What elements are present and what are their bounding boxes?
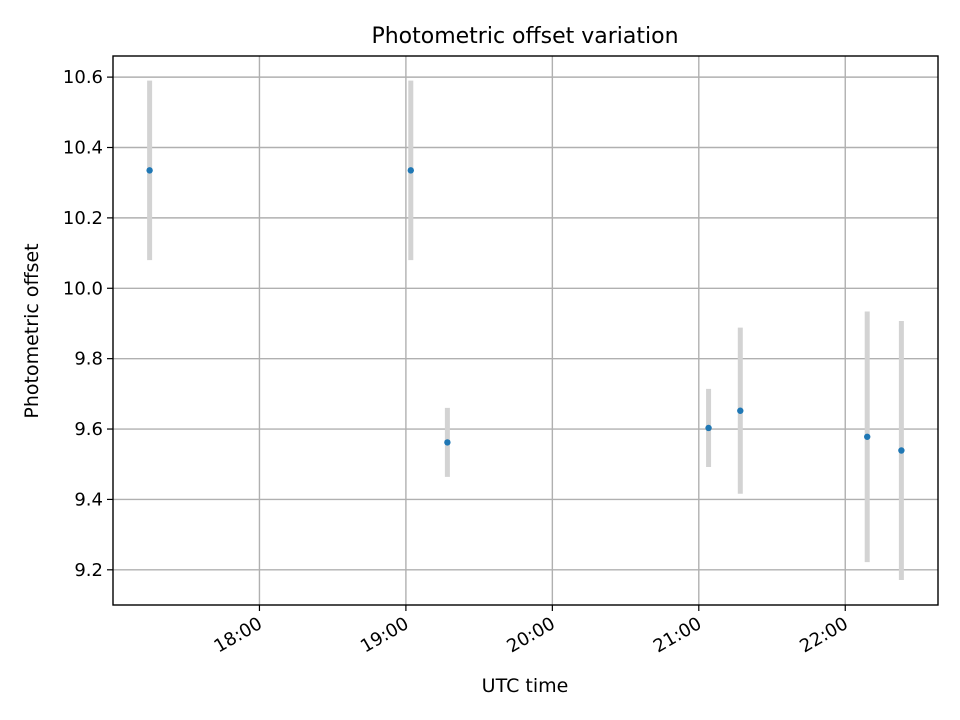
data-point xyxy=(705,424,712,432)
y-tick-label: 9.8 xyxy=(74,349,103,370)
data-point xyxy=(864,433,871,440)
y-tick-label: 10.4 xyxy=(63,138,103,159)
grid xyxy=(113,56,938,605)
data-point xyxy=(737,407,744,414)
data-point xyxy=(407,167,414,174)
y-tick-label: 9.6 xyxy=(74,419,103,440)
error-bars xyxy=(147,80,904,581)
y-tick-label: 10.6 xyxy=(63,67,103,88)
x-tick-label: 20:00 xyxy=(503,613,558,657)
x-tick-label: 21:00 xyxy=(650,613,705,657)
x-axis-ticks: 18:00 19:00 20:00 21:00 22:00 xyxy=(211,605,852,657)
y-tick-label: 9.2 xyxy=(74,560,103,581)
data-point xyxy=(898,447,905,454)
y-tick-label: 10.0 xyxy=(63,278,103,299)
x-tick-label: 22:00 xyxy=(796,613,851,657)
data-point xyxy=(146,167,153,174)
x-tick-label: 18:00 xyxy=(211,613,266,657)
plot-frame xyxy=(112,55,939,606)
y-axis-label: Photometric offset xyxy=(21,243,43,418)
x-tick-label: 19:00 xyxy=(357,613,412,657)
data-point xyxy=(444,439,451,446)
y-tick-label: 9.4 xyxy=(74,489,103,510)
x-axis-label: UTC time xyxy=(482,675,569,697)
chart-title: Photometric offset variation xyxy=(371,24,678,49)
data-points xyxy=(146,167,905,454)
y-axis-ticks: 9.2 9.4 9.6 9.8 10.0 10.2 10.4 10.6 xyxy=(63,67,113,581)
y-tick-label: 10.2 xyxy=(63,208,103,229)
